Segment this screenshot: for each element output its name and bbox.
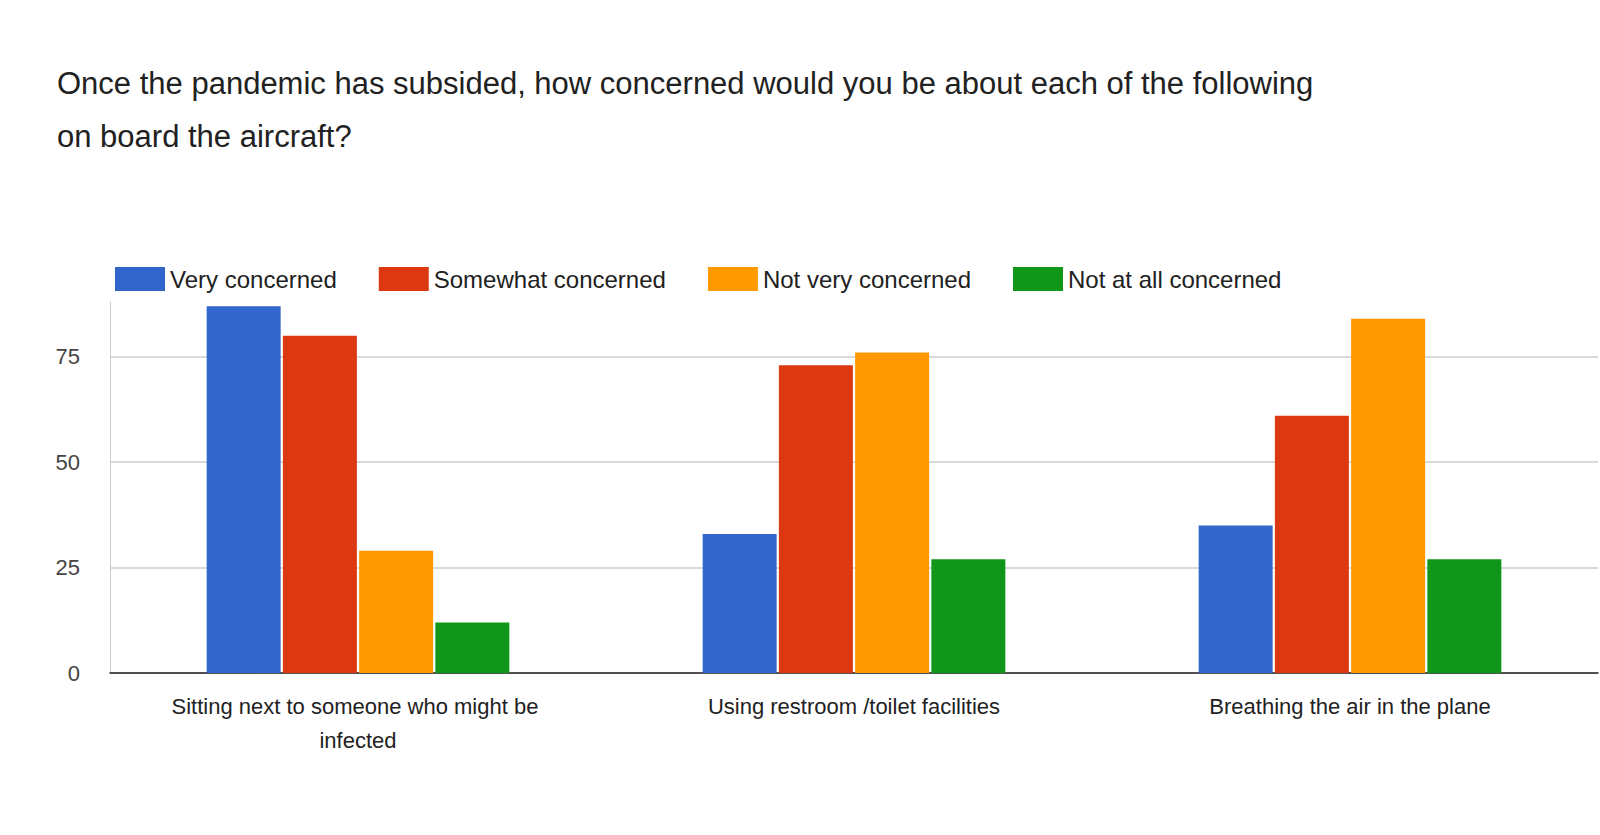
svg-text:0: 0 (68, 661, 80, 686)
svg-text:Not at all concerned: Not at all concerned (1068, 266, 1281, 293)
svg-text:25: 25 (56, 555, 80, 580)
svg-text:Sitting next to someone who mi: Sitting next to someone who might be (172, 694, 545, 719)
svg-text:Once the pandemic has subsided: Once the pandemic has subsided, how conc… (57, 66, 1322, 101)
svg-text:Using restroom /toilet facilit: Using restroom /toilet facilities (708, 694, 1000, 719)
svg-text:50: 50 (56, 450, 80, 475)
svg-text:Not very concerned: Not very concerned (763, 266, 971, 293)
svg-text:75: 75 (56, 344, 80, 369)
svg-text:infected: infected (319, 728, 396, 753)
svg-text:Breathing the air in the plane: Breathing the air in the plane (1209, 694, 1490, 719)
svg-text:on board the aircraft?: on board the aircraft? (57, 119, 352, 154)
svg-text:Very concerned: Very concerned (170, 266, 337, 293)
svg-text:Somewhat concerned: Somewhat concerned (434, 266, 666, 293)
